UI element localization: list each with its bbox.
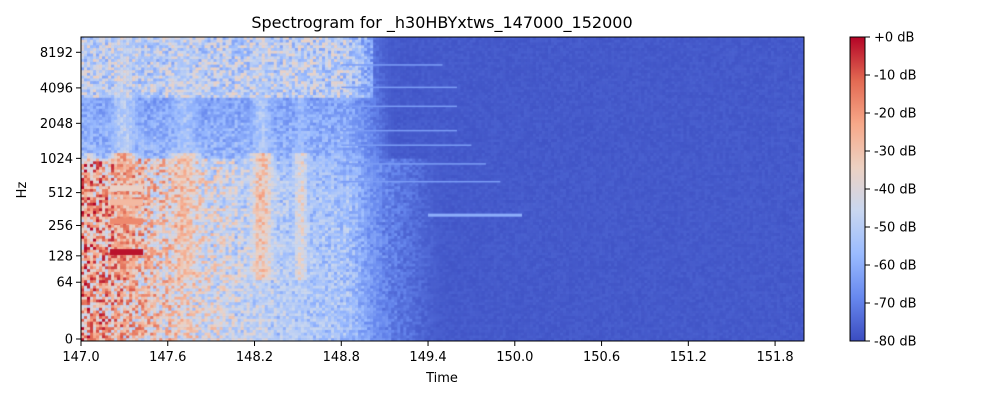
x-tick-label: 151.2 (670, 350, 707, 365)
y-tick-label: 0 (65, 333, 73, 348)
x-tick-label: 149.4 (409, 350, 446, 365)
x-tick-label: 151.8 (756, 350, 793, 365)
y-tick-label: 128 (48, 249, 73, 264)
colorbar-tick-label: +0 dB (874, 31, 914, 46)
colorbar-tick-label: -10 dB (874, 69, 917, 84)
y-tick-label: 2048 (40, 117, 73, 132)
colorbar: +0 dB -10 dB -20 dB -30 dB -40 dB -50 dB -60 d… (849, 31, 917, 350)
x-tick-label: 150.6 (583, 350, 620, 365)
colorbar-tick-label: -40 dB (874, 183, 917, 198)
x-axis-label: Time (425, 371, 458, 386)
y-tick-label: 256 (48, 219, 73, 234)
y-tick-label: 4096 (40, 81, 73, 96)
y-tick-label: 512 (48, 186, 73, 201)
colorbar-tick-label: -80 dB (874, 335, 917, 350)
y-axis-label: Hz (15, 182, 30, 199)
colorbar-tick-label: -70 dB (874, 297, 917, 312)
spectrogram-image (81, 37, 804, 341)
colorbar-gradient (849, 36, 866, 342)
plot-frame (80, 36, 805, 342)
colorbar-tick-label: -30 dB (874, 145, 917, 160)
x-tick-label: 147.0 (62, 350, 99, 365)
y-axis: 0 64 128 256 512 1024 2048 4096 8192 (40, 46, 81, 348)
colorbar-tick-label: -60 dB (874, 259, 917, 274)
y-tick-label: 1024 (40, 152, 73, 167)
x-axis: 147.0 147.6 148.2 148.8 149.4 150.0 150.6 151.2… (62, 341, 794, 365)
colorbar-tick-label: -20 dB (874, 107, 917, 122)
y-tick-label: 64 (56, 276, 73, 291)
colorbar-tick-label: -50 dB (874, 221, 917, 236)
spectrogram-plot (80, 36, 805, 342)
x-tick-label: 147.6 (149, 350, 186, 365)
x-tick-label: 148.8 (323, 350, 360, 365)
x-tick-label: 148.2 (236, 350, 273, 365)
chart-title: Spectrogram for _h30HBYxtws_147000_15200… (251, 13, 632, 33)
x-tick-label: 150.0 (496, 350, 533, 365)
y-tick-label: 8192 (40, 46, 73, 61)
